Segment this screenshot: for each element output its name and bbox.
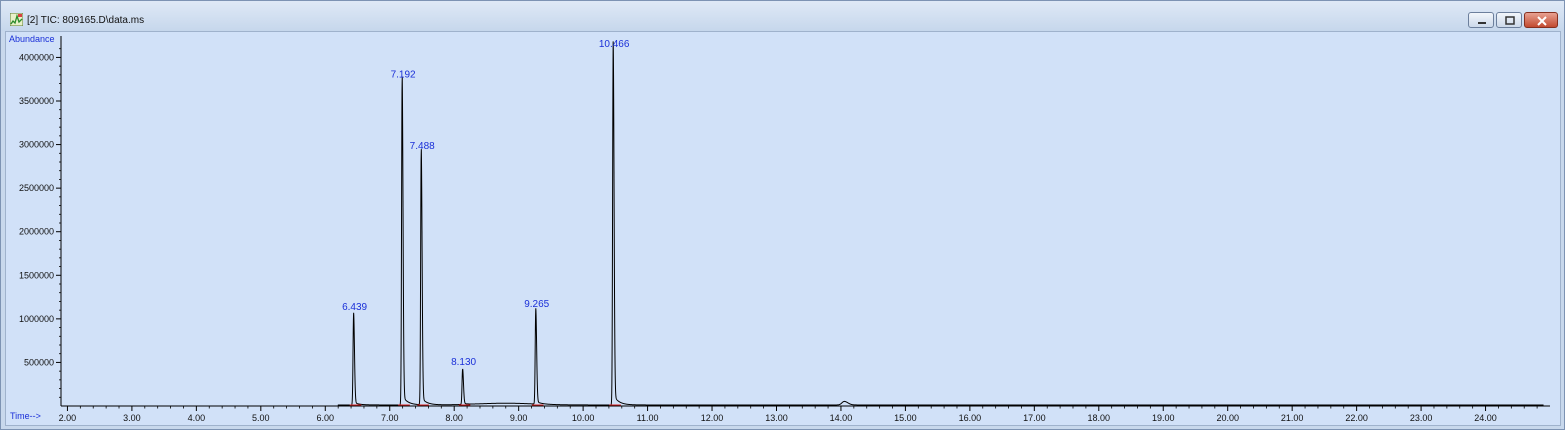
x-tick-label: 23.00: [1410, 413, 1433, 423]
maximize-button[interactable]: [1496, 12, 1522, 28]
tick-marks: 500000 1000000 1500000 2000000 2500000 300000…: [19, 48, 1538, 423]
plot-area[interactable]: 500000 1000000 1500000 2000000 2500000 300000…: [5, 31, 1561, 426]
maximize-icon: [1505, 16, 1515, 25]
peak-label: 9.265: [524, 299, 549, 310]
x-tick-label: 20.00: [1216, 413, 1239, 423]
axes: [60, 36, 1550, 407]
trace-group: [61, 41, 1544, 407]
x-tick-label: 22.00: [1345, 413, 1368, 423]
x-tick-label: 13.00: [765, 413, 788, 423]
x-tick-label: 14.00: [830, 413, 853, 423]
x-tick-label: 18.00: [1088, 413, 1111, 423]
peak-label: 10.466: [599, 39, 630, 50]
minimize-icon: [1478, 22, 1486, 24]
x-tick-label: 8.00: [445, 413, 463, 423]
peak-label: 6.439: [342, 302, 367, 313]
x-tick-label: 17.00: [1023, 413, 1046, 423]
chromatogram-icon: [9, 12, 24, 27]
tic-chart[interactable]: 500000 1000000 1500000 2000000 2500000 300000…: [6, 32, 1560, 425]
y-tick-label: 500000: [24, 357, 54, 367]
x-tick-label: 2.00: [59, 413, 77, 423]
x-axis-label: Time-->: [10, 411, 41, 421]
x-tick-label: 11.00: [637, 413, 659, 423]
x-tick-label: 6.00: [317, 413, 335, 423]
minimize-button[interactable]: [1468, 12, 1494, 28]
x-tick-label: 5.00: [252, 413, 270, 423]
y-tick-label: 1500000: [19, 270, 54, 280]
y-tick-label: 3500000: [19, 96, 54, 106]
peak-label: 7.488: [410, 141, 435, 152]
y-tick-label: 1000000: [19, 314, 54, 324]
y-tick-label: 3000000: [19, 140, 54, 150]
peak-label: 7.192: [391, 70, 416, 81]
x-tick-label: 15.00: [894, 413, 917, 423]
x-tick-label: 3.00: [123, 413, 141, 423]
x-tick-label: 21.00: [1281, 413, 1304, 423]
y-axis-label: Abundance: [9, 34, 55, 44]
x-tick-label: 9.00: [510, 413, 528, 423]
y-tick-label: 4000000: [19, 52, 54, 62]
close-icon: [1537, 16, 1547, 26]
peak-label: 8.130: [451, 357, 476, 368]
x-tick-label: 12.00: [701, 413, 724, 423]
x-tick-label: 7.00: [381, 413, 399, 423]
x-tick-label: 24.00: [1474, 413, 1497, 423]
x-tick-label: 4.00: [188, 413, 206, 423]
y-tick-label: 2000000: [19, 227, 54, 237]
x-tick-label: 10.00: [572, 413, 595, 423]
title-bar[interactable]: [2] TIC: 809165.D\data.ms: [1, 1, 1564, 31]
peak-labels: 6.439 7.192 7.488 8.130 9.265 10.466: [342, 39, 630, 368]
close-button[interactable]: [1524, 12, 1558, 28]
window-title: [2] TIC: 809165.D\data.ms: [27, 15, 145, 26]
y-tick-label: 2500000: [19, 183, 54, 193]
x-tick-label: 19.00: [1152, 413, 1175, 423]
x-tick-label: 16.00: [959, 413, 982, 423]
tic-trace: [61, 41, 1544, 407]
